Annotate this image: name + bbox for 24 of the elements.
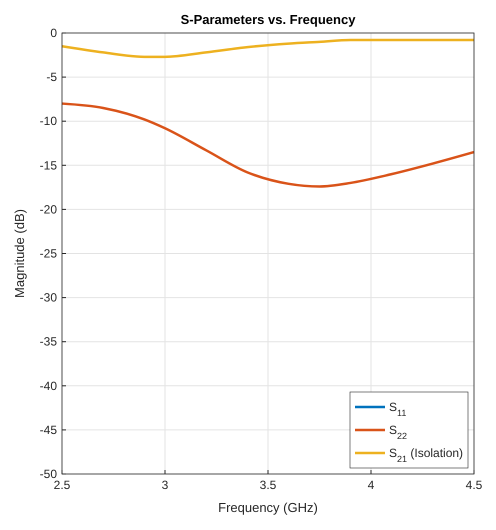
y-tick-label: -50 (40, 467, 58, 481)
y-tick-label: 0 (50, 26, 58, 40)
x-tick-label: 2.5 (54, 478, 71, 492)
legend-label: S$_{11}$ (389, 400, 406, 418)
y-tick-label: -30 (40, 290, 58, 305)
legend-label: S$_{22}$ (389, 423, 408, 441)
y-tick-label: -40 (40, 378, 58, 393)
y-tick-label: -25 (40, 246, 58, 260)
x-tick-label: 4.5 (466, 478, 483, 492)
x-tick-label: 3 (162, 478, 169, 492)
legend-label: S$_{21}$ (Isolation) (389, 446, 464, 464)
y-tick-label: -45 (40, 422, 58, 437)
y-tick-label: -10 (40, 114, 58, 128)
line-series (60, 38, 476, 58)
x-tick-label: 4 (368, 478, 375, 492)
y-tick-label: -20 (40, 202, 58, 216)
chart-title: S-Parameters vs. Frequency (180, 12, 356, 27)
x-tick-label: 3.5 (260, 478, 277, 492)
y-tick-label: -5 (46, 70, 58, 84)
line-series (60, 102, 476, 188)
y-tick-label: -15 (40, 158, 58, 172)
x-axis-title: Frequency (GHz) (218, 500, 318, 515)
y-tick-label: -35 (40, 334, 58, 349)
y-axis-title: Magnitude (dB) (12, 209, 27, 298)
